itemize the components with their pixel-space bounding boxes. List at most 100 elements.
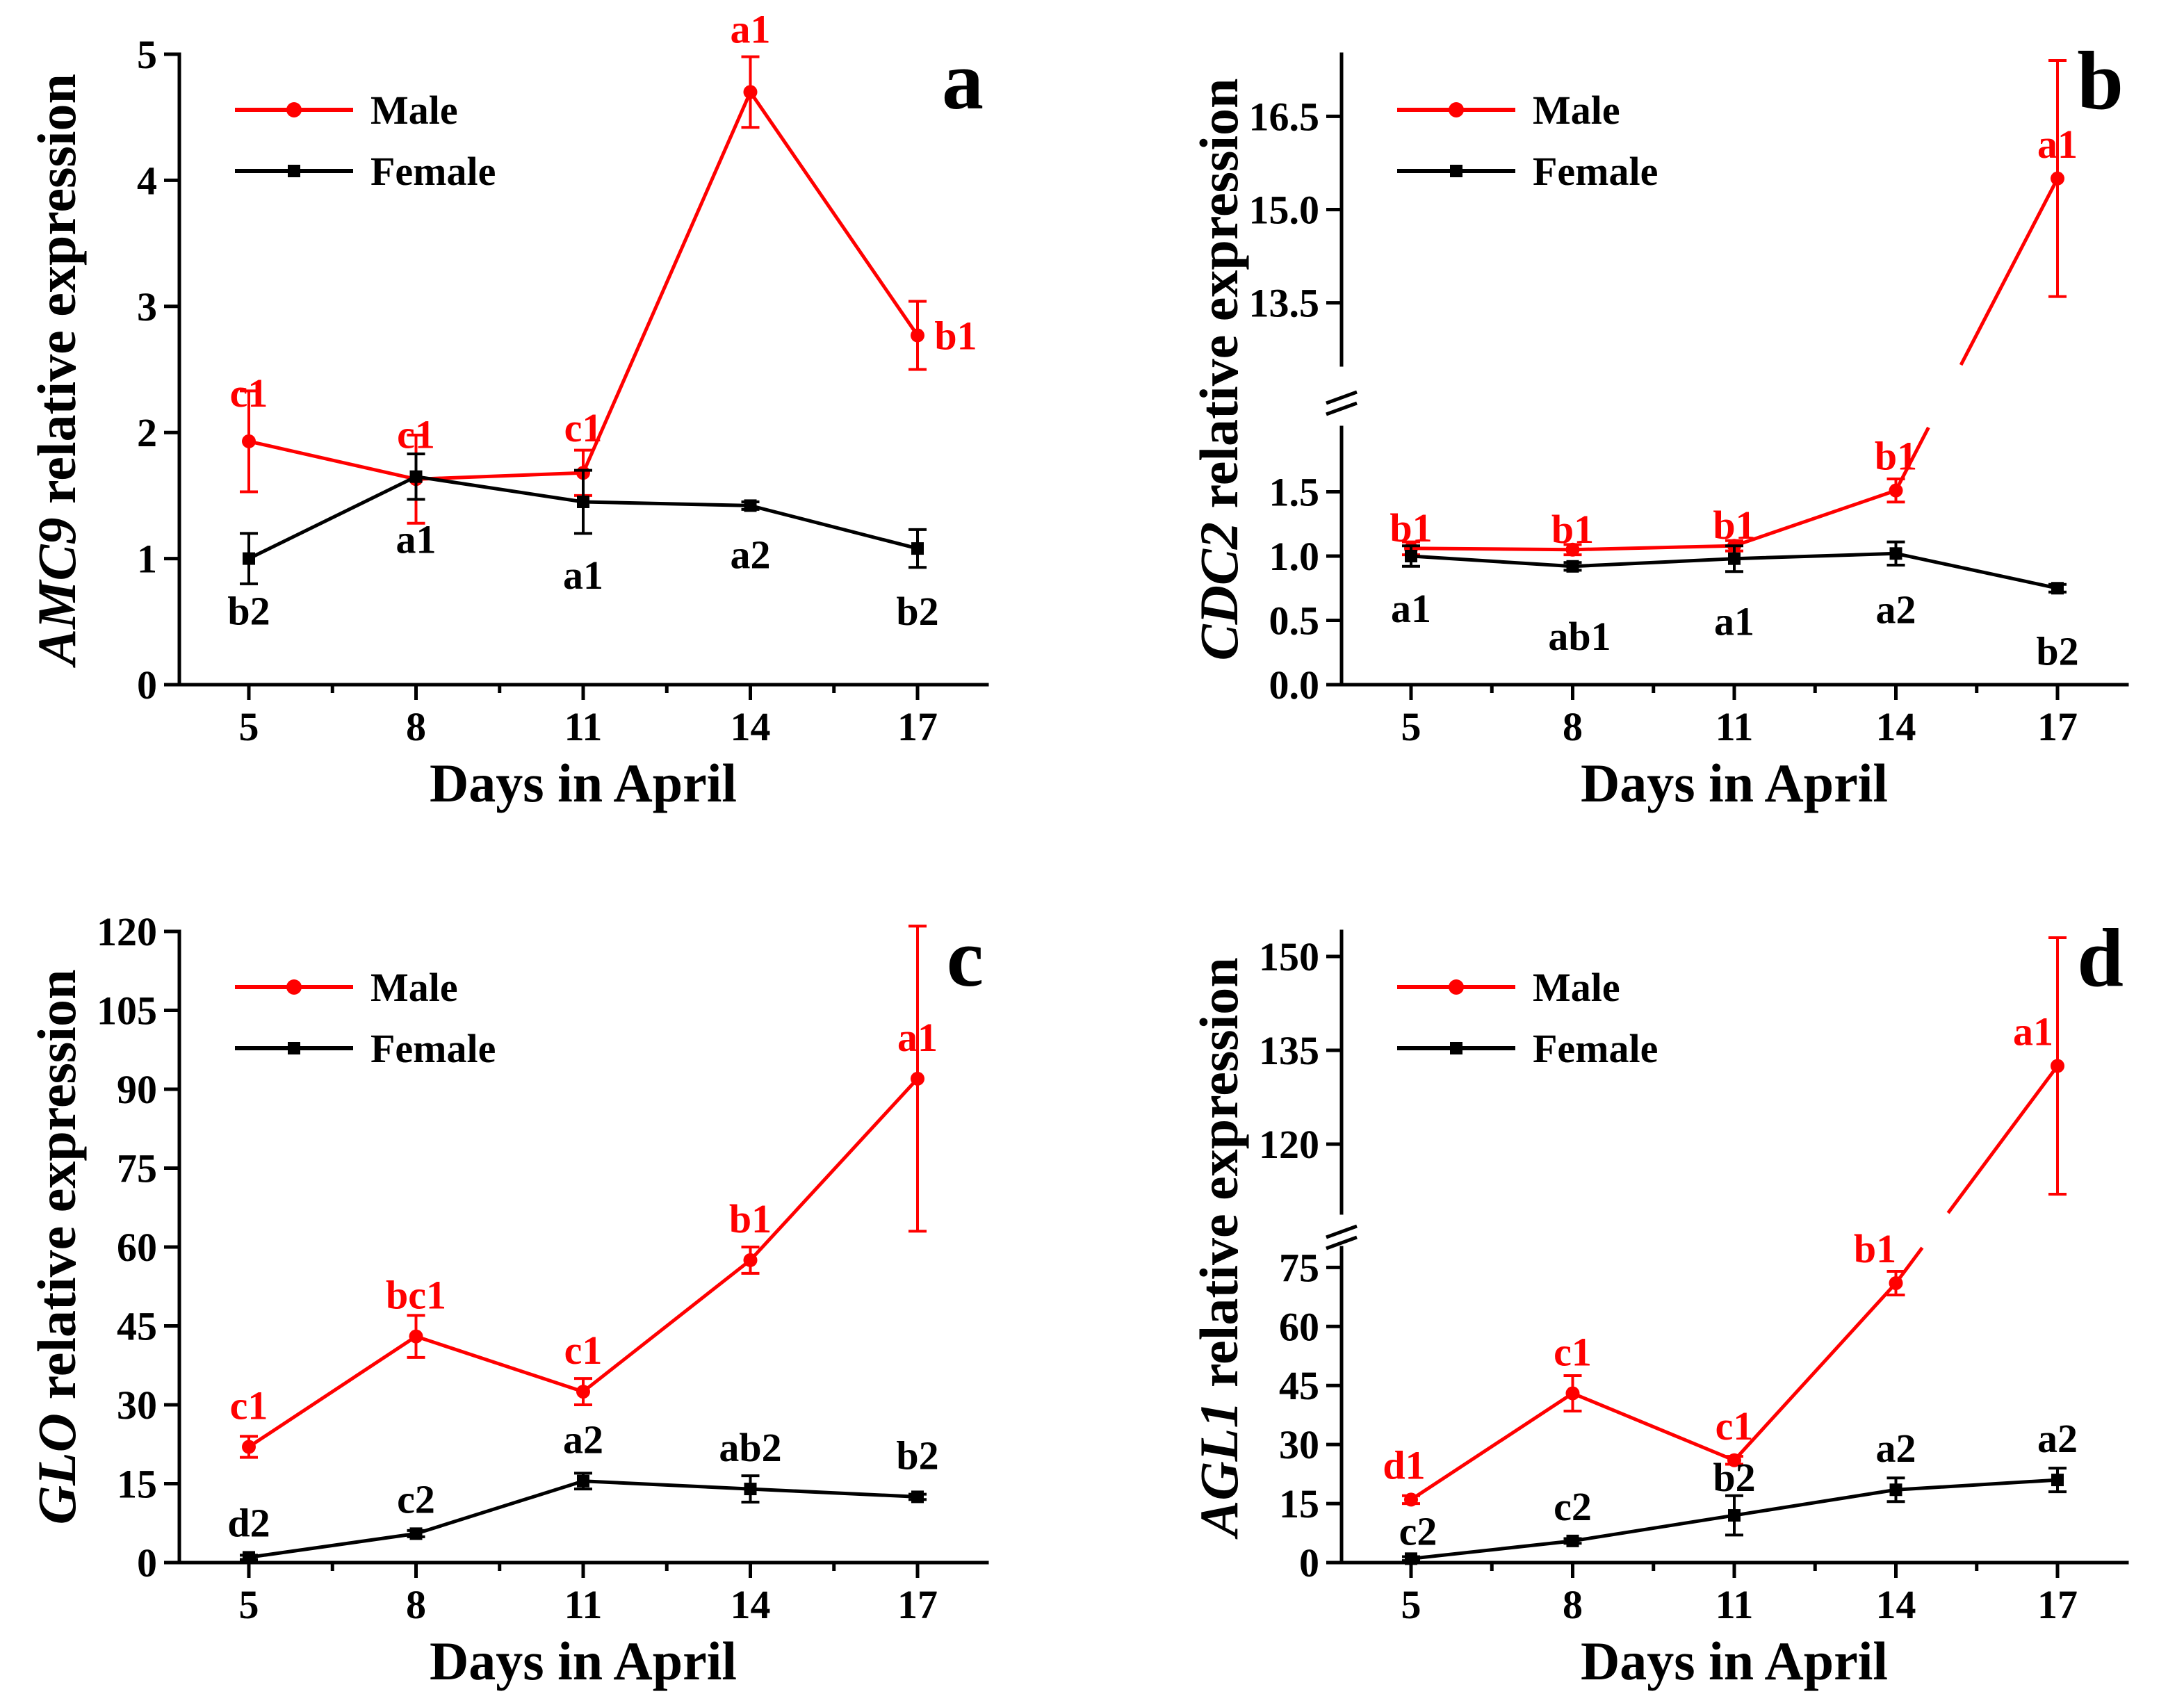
data-point — [577, 1474, 589, 1488]
data-label: c2 — [397, 1476, 435, 1522]
data-label: b1 — [1551, 507, 1594, 552]
series-male: c1 c1 c1 a1 b1 — [230, 7, 977, 525]
y-axis-title-rest: relative expression — [26, 74, 87, 517]
series-female: b2 a1 a1 a2 b2 — [227, 453, 939, 634]
data-point — [744, 1483, 757, 1496]
data-label: a1 — [396, 517, 437, 562]
data-point — [2051, 171, 2064, 186]
data-label: a2 — [731, 532, 771, 577]
x-axis-title: Days in April — [1581, 1631, 1888, 1691]
legend-item-female: Female — [1397, 1026, 1658, 1071]
legend: Male Female — [1397, 965, 1658, 1071]
y-tick-label: 0.0 — [1269, 662, 1320, 708]
x-tick-label: 8 — [1563, 704, 1583, 749]
x-tick-label: 14 — [1876, 1582, 1916, 1627]
y-tick-label: 1.0 — [1269, 534, 1320, 579]
y-tick-label: 15 — [117, 1462, 157, 1507]
data-label: c1 — [230, 370, 268, 416]
legend-label: Female — [370, 149, 496, 194]
data-point — [911, 328, 924, 343]
legend-marker — [1450, 165, 1462, 177]
y-tick-label: 60 — [117, 1225, 157, 1270]
y-axis-title-rest: relative expression — [1189, 79, 1249, 522]
y-axis-title-gene: AGL1 — [1189, 1401, 1249, 1540]
y-tick-label: 30 — [1279, 1422, 1319, 1467]
data-label: a1 — [2037, 122, 2078, 167]
x-tick-label: 11 — [564, 1582, 603, 1627]
legend-item-male: Male — [235, 965, 458, 1010]
y-axis-title: GLO relative expression — [26, 970, 87, 1525]
data-point — [577, 495, 589, 508]
legend-label: Male — [1533, 88, 1620, 133]
panel-b: 0.0 0.5 1.0 1.5 13.5 15.0 16.5 5 8 11 14 17 Days in … — [1189, 34, 2129, 813]
panel-a: 0 1 2 3 4 5 5 8 11 14 17 Days in April AMC9 relative… — [26, 7, 989, 813]
legend: Male Female — [235, 88, 496, 194]
series-female: c2 c2 b2 a2 a2 — [1399, 1416, 2078, 1565]
data-label: bc1 — [386, 1273, 446, 1318]
x-tick-label: 17 — [2037, 1582, 2078, 1627]
data-point — [1889, 1483, 1902, 1497]
data-label: c2 — [1399, 1508, 1437, 1554]
data-label: b2 — [227, 589, 270, 634]
data-point — [242, 1440, 256, 1454]
y-axis-title-gene: AMC9 — [26, 517, 87, 668]
panel-letter: d — [2077, 911, 2124, 1004]
y-tick-label: 45 — [117, 1304, 157, 1349]
series-male: d1 c1 c1 b1 a1 — [1383, 936, 2067, 1507]
y-tick-label: 0 — [137, 662, 157, 708]
legend-marker — [288, 1042, 300, 1054]
y-tick-label: 120 — [97, 909, 157, 954]
x-tick-label: 8 — [406, 1582, 426, 1627]
data-point — [911, 542, 924, 555]
y-axis-title-gene: GLO — [26, 1413, 87, 1524]
y-tick-label: 0.5 — [1269, 598, 1320, 644]
x-axis-title: Days in April — [430, 1631, 737, 1691]
axis-break-mark — [1326, 390, 1358, 416]
legend-marker — [1449, 979, 1464, 995]
data-point — [1727, 1453, 1741, 1467]
x-axis-title: Days in April — [1581, 753, 1888, 813]
x-tick-label: 14 — [731, 704, 771, 749]
x-tick-label: 17 — [897, 1582, 938, 1627]
legend: Male Female — [235, 965, 496, 1071]
data-label: d2 — [227, 1500, 270, 1545]
legend-label: Female — [1533, 1026, 1658, 1071]
data-point — [743, 1253, 758, 1267]
y-tick-label: 30 — [117, 1383, 157, 1428]
y-tick-label: 15.0 — [1249, 188, 1320, 233]
data-label: a1 — [897, 1015, 938, 1060]
y-tick-label: 0 — [1299, 1540, 1319, 1586]
legend-item-male: Male — [1397, 965, 1620, 1010]
legend: Male Female — [1397, 88, 1658, 194]
y-axis-title-rest: relative expression — [1189, 957, 1249, 1401]
data-label: a1 — [1714, 599, 1754, 644]
series-male: b1 b1 b1 b1 a1 — [1390, 58, 2078, 557]
data-label: b2 — [1713, 1455, 1755, 1500]
data-label: c1 — [564, 405, 603, 450]
x-tick-label: 14 — [731, 1582, 771, 1627]
legend-label: Female — [370, 1026, 496, 1071]
series-female: d2 c2 a2 ab2 b2 — [227, 1417, 939, 1564]
y-tick-label: 90 — [117, 1067, 157, 1112]
y-axis-title: CDC2 relative expression — [1189, 79, 1249, 661]
legend-item-male: Male — [1397, 88, 1620, 133]
data-label: c1 — [230, 1383, 268, 1428]
data-label: b1 — [934, 313, 977, 359]
y-tick-label: 15 — [1279, 1481, 1319, 1526]
legend-item-female: Female — [1397, 149, 1658, 194]
y-axis-title: AGL1 relative expression — [1189, 957, 1249, 1540]
y-tick-label: 13.5 — [1249, 281, 1320, 326]
data-point — [1889, 547, 1902, 560]
data-point — [243, 552, 255, 565]
legend-label: Female — [1533, 149, 1658, 194]
data-label: a1 — [563, 553, 603, 598]
data-point — [1565, 542, 1580, 557]
data-point — [1889, 1276, 1903, 1290]
y-tick-label: 2 — [137, 410, 157, 455]
data-label: a1 — [2013, 1009, 2053, 1054]
data-label: c1 — [397, 412, 435, 457]
x-tick-label: 5 — [1401, 1582, 1421, 1627]
data-point — [2051, 1474, 2064, 1487]
axis-break-mark — [1326, 1224, 1358, 1250]
y-tick-label: 4 — [137, 158, 157, 203]
